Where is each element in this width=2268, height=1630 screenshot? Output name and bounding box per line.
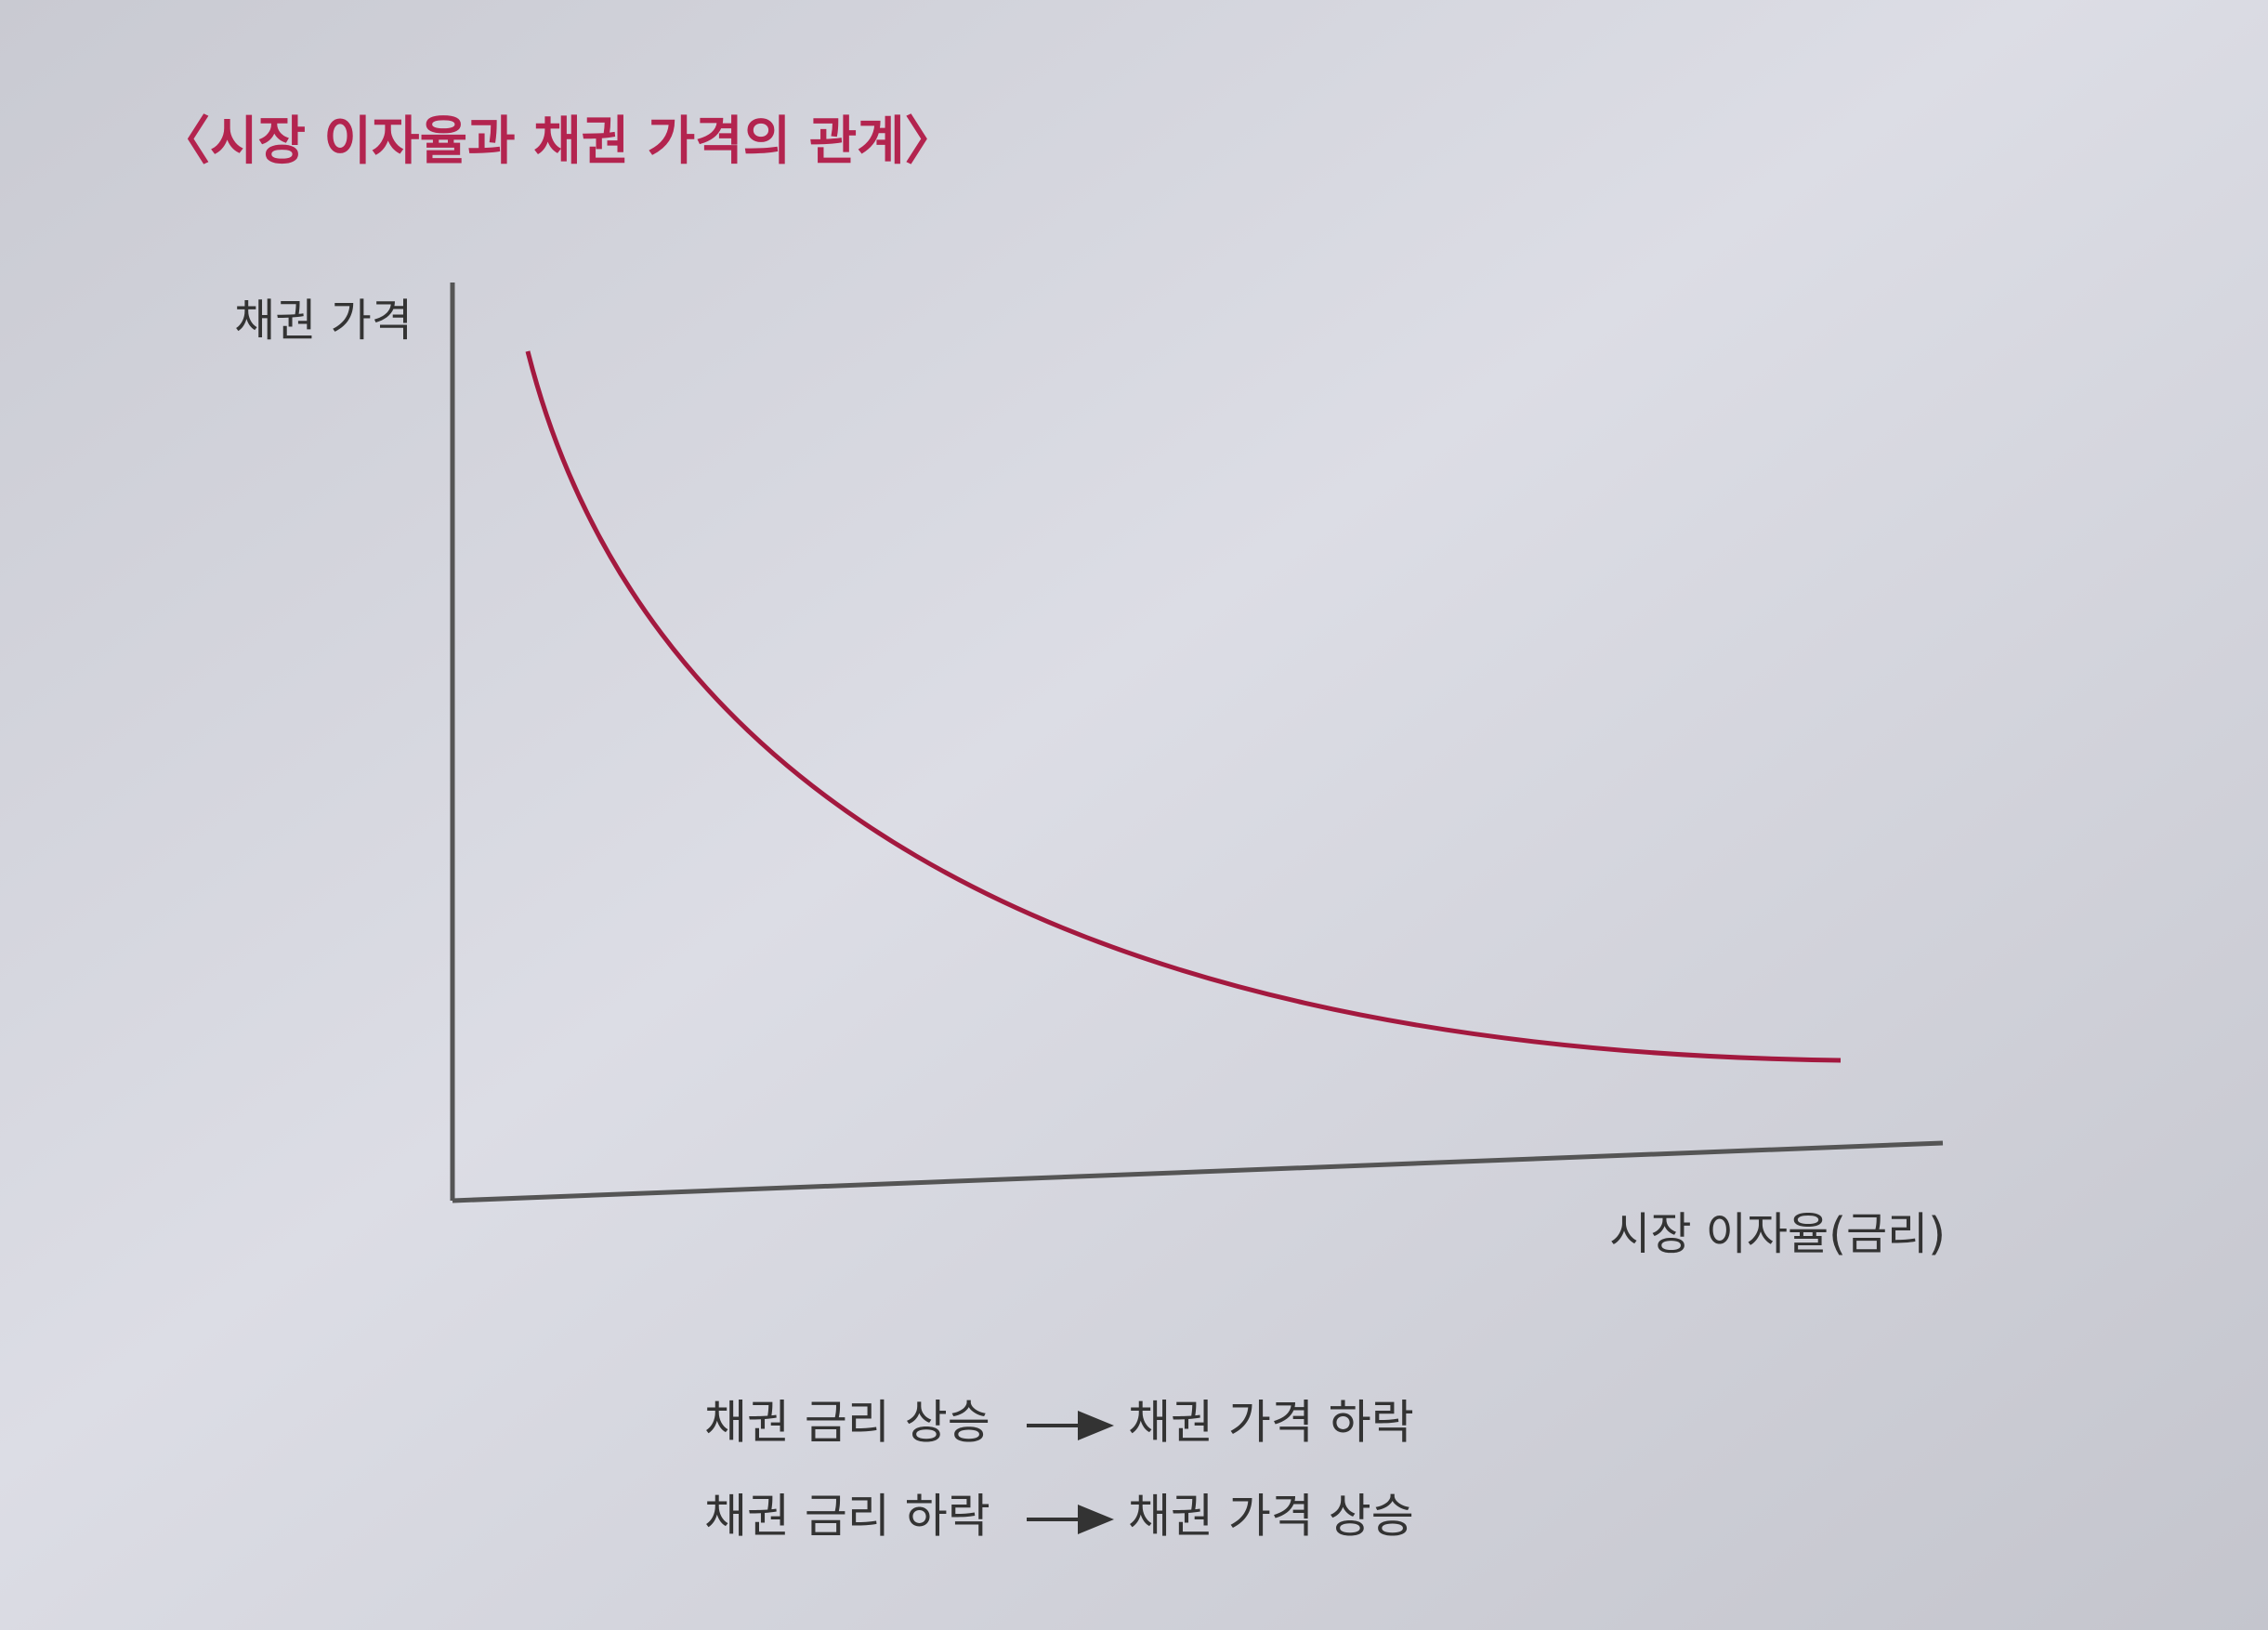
x-axis-label: 시장 이자율(금리) [1609, 1208, 1946, 1260]
note-effect: 채권 가격 상승 [1128, 1490, 1414, 1544]
note-cause: 채권 금리 하락 [704, 1490, 990, 1544]
x-axis [452, 1140, 1944, 1203]
arrow [1027, 1411, 1114, 1440]
note-cause: 채권 금리 상승 [704, 1396, 990, 1450]
y-axis-label: 채권 가격 [234, 295, 413, 347]
note-effect: 채권 가격 하락 [1128, 1396, 1414, 1450]
title: 〈시장 이자율과 채권 가격의 관계〉 [158, 112, 957, 172]
price-curve [525, 350, 1842, 1063]
arrow [1027, 1505, 1114, 1534]
